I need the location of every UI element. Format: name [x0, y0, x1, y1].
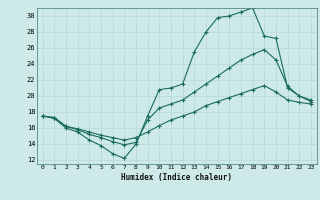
- X-axis label: Humidex (Indice chaleur): Humidex (Indice chaleur): [121, 173, 232, 182]
